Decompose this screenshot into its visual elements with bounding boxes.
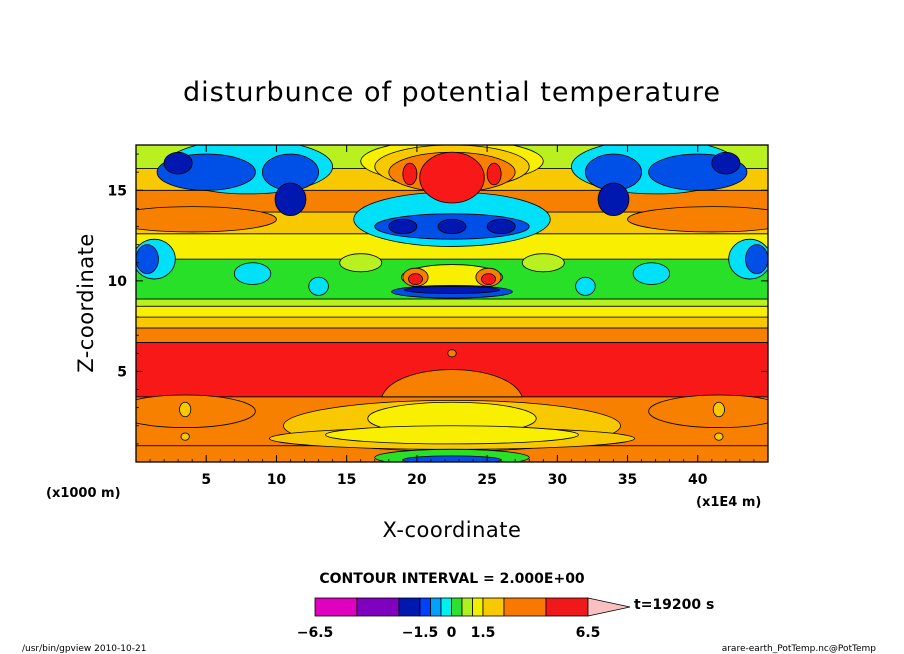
field-blob-49 <box>714 432 724 441</box>
colorbar-tick-label-2: 0 <box>447 625 457 641</box>
field-blob-26 <box>745 244 768 275</box>
x-tick-label-6: 35 <box>618 472 637 488</box>
field-blob-7 <box>711 151 741 175</box>
field-blob-48 <box>180 432 190 441</box>
field-blob-19 <box>402 162 418 186</box>
colorbar-segment-6 <box>451 597 463 617</box>
colorbar-segment-1 <box>356 597 400 617</box>
colorbar-segment-8 <box>472 597 484 617</box>
colorbar-segment-4 <box>430 597 442 617</box>
field-blob-46 <box>179 401 192 418</box>
footer-left: /usr/bin/gpview 2010-10-21 <box>22 644 146 654</box>
colorbar-segment-10 <box>503 597 547 617</box>
time-label: t=19200 s <box>634 597 714 613</box>
contour-field <box>136 145 768 462</box>
field-blob-52 <box>447 349 457 358</box>
y-tick-label-2: 15 <box>108 183 127 199</box>
field-indent <box>381 369 523 398</box>
footer-right: arare-earth_PotTemp.nc@PotTemp <box>722 644 877 654</box>
field-blob-37 <box>481 273 496 285</box>
x-tick-label-5: 30 <box>548 472 568 488</box>
field-blob-21 <box>136 206 277 233</box>
colorbar-tick-label-3: 1.5 <box>471 625 496 641</box>
field-blob-36 <box>408 273 423 285</box>
colorbar: −6.5 −1.5 0 1.5 6.5 <box>297 597 631 641</box>
field-blob-22 <box>627 206 768 233</box>
field-blob-41 <box>648 394 768 428</box>
field-blob-45 <box>325 425 579 445</box>
field-layer-4 <box>136 316 768 329</box>
field-blob-40 <box>136 394 256 428</box>
colorbar-tick-label-0: −6.5 <box>297 625 334 641</box>
colorbar-segment-9 <box>482 597 505 617</box>
field-blob-12 <box>388 218 418 235</box>
field-blob-9 <box>597 182 630 217</box>
field-blob-39 <box>403 285 501 294</box>
field-blob-30 <box>575 276 596 296</box>
y-axis-label: Z-coordinate <box>74 233 98 373</box>
field-blob-6 <box>163 151 193 175</box>
field-blob-20 <box>486 162 502 186</box>
field-blob-18 <box>419 151 485 204</box>
chart-title: disturbunce of potential temperature <box>183 77 721 108</box>
field-blob-13 <box>437 218 467 235</box>
field-layer-5 <box>136 305 768 318</box>
colorbar-tick-label-1: −1.5 <box>402 625 439 641</box>
field-blob-47 <box>712 401 725 418</box>
colorbar-segment-2 <box>398 597 421 617</box>
x-tick-label-0: 5 <box>201 472 211 488</box>
field-blob-8 <box>274 182 307 217</box>
x-axis-label: X-coordinate <box>383 518 522 542</box>
field-layer-3 <box>136 327 768 343</box>
colorbar-extension <box>587 597 631 617</box>
plot-frame <box>135 144 769 463</box>
y-tick-label-0: 5 <box>117 364 127 380</box>
x-tick-label-4: 25 <box>477 472 496 488</box>
x-tick-label-1: 10 <box>267 472 287 488</box>
field-blob-27 <box>233 262 272 285</box>
field-blob-29 <box>308 276 329 296</box>
field-layer-6 <box>136 298 768 307</box>
field-blob-31 <box>339 253 383 273</box>
axis-ticks: 5 10 15 20 25 30 35 40 5 10 15 <box>108 145 768 488</box>
x-unit-right: (x1E4 m) <box>696 495 761 510</box>
field-blob-28 <box>632 262 671 285</box>
colorbar-tick-label-4: 6.5 <box>576 625 601 641</box>
colorbar-segment-0 <box>314 597 358 617</box>
y-tick-label-1: 10 <box>108 274 128 290</box>
x-tick-label-7: 40 <box>688 472 708 488</box>
colorbar-segment-11 <box>545 597 589 617</box>
field-blob-25 <box>136 244 159 275</box>
field-blob-32 <box>521 253 565 273</box>
field-blob-14 <box>486 218 516 235</box>
x-tick-label-3: 20 <box>407 472 427 488</box>
colorbar-segment-3 <box>419 597 431 617</box>
contour-interval-label: CONTOUR INTERVAL = 2.000E+00 <box>319 571 585 587</box>
x-tick-label-2: 15 <box>337 472 356 488</box>
x-unit-left: (x1000 m) <box>46 486 121 501</box>
colorbar-segment-7 <box>461 597 473 617</box>
colorbar-segment-5 <box>440 597 452 617</box>
